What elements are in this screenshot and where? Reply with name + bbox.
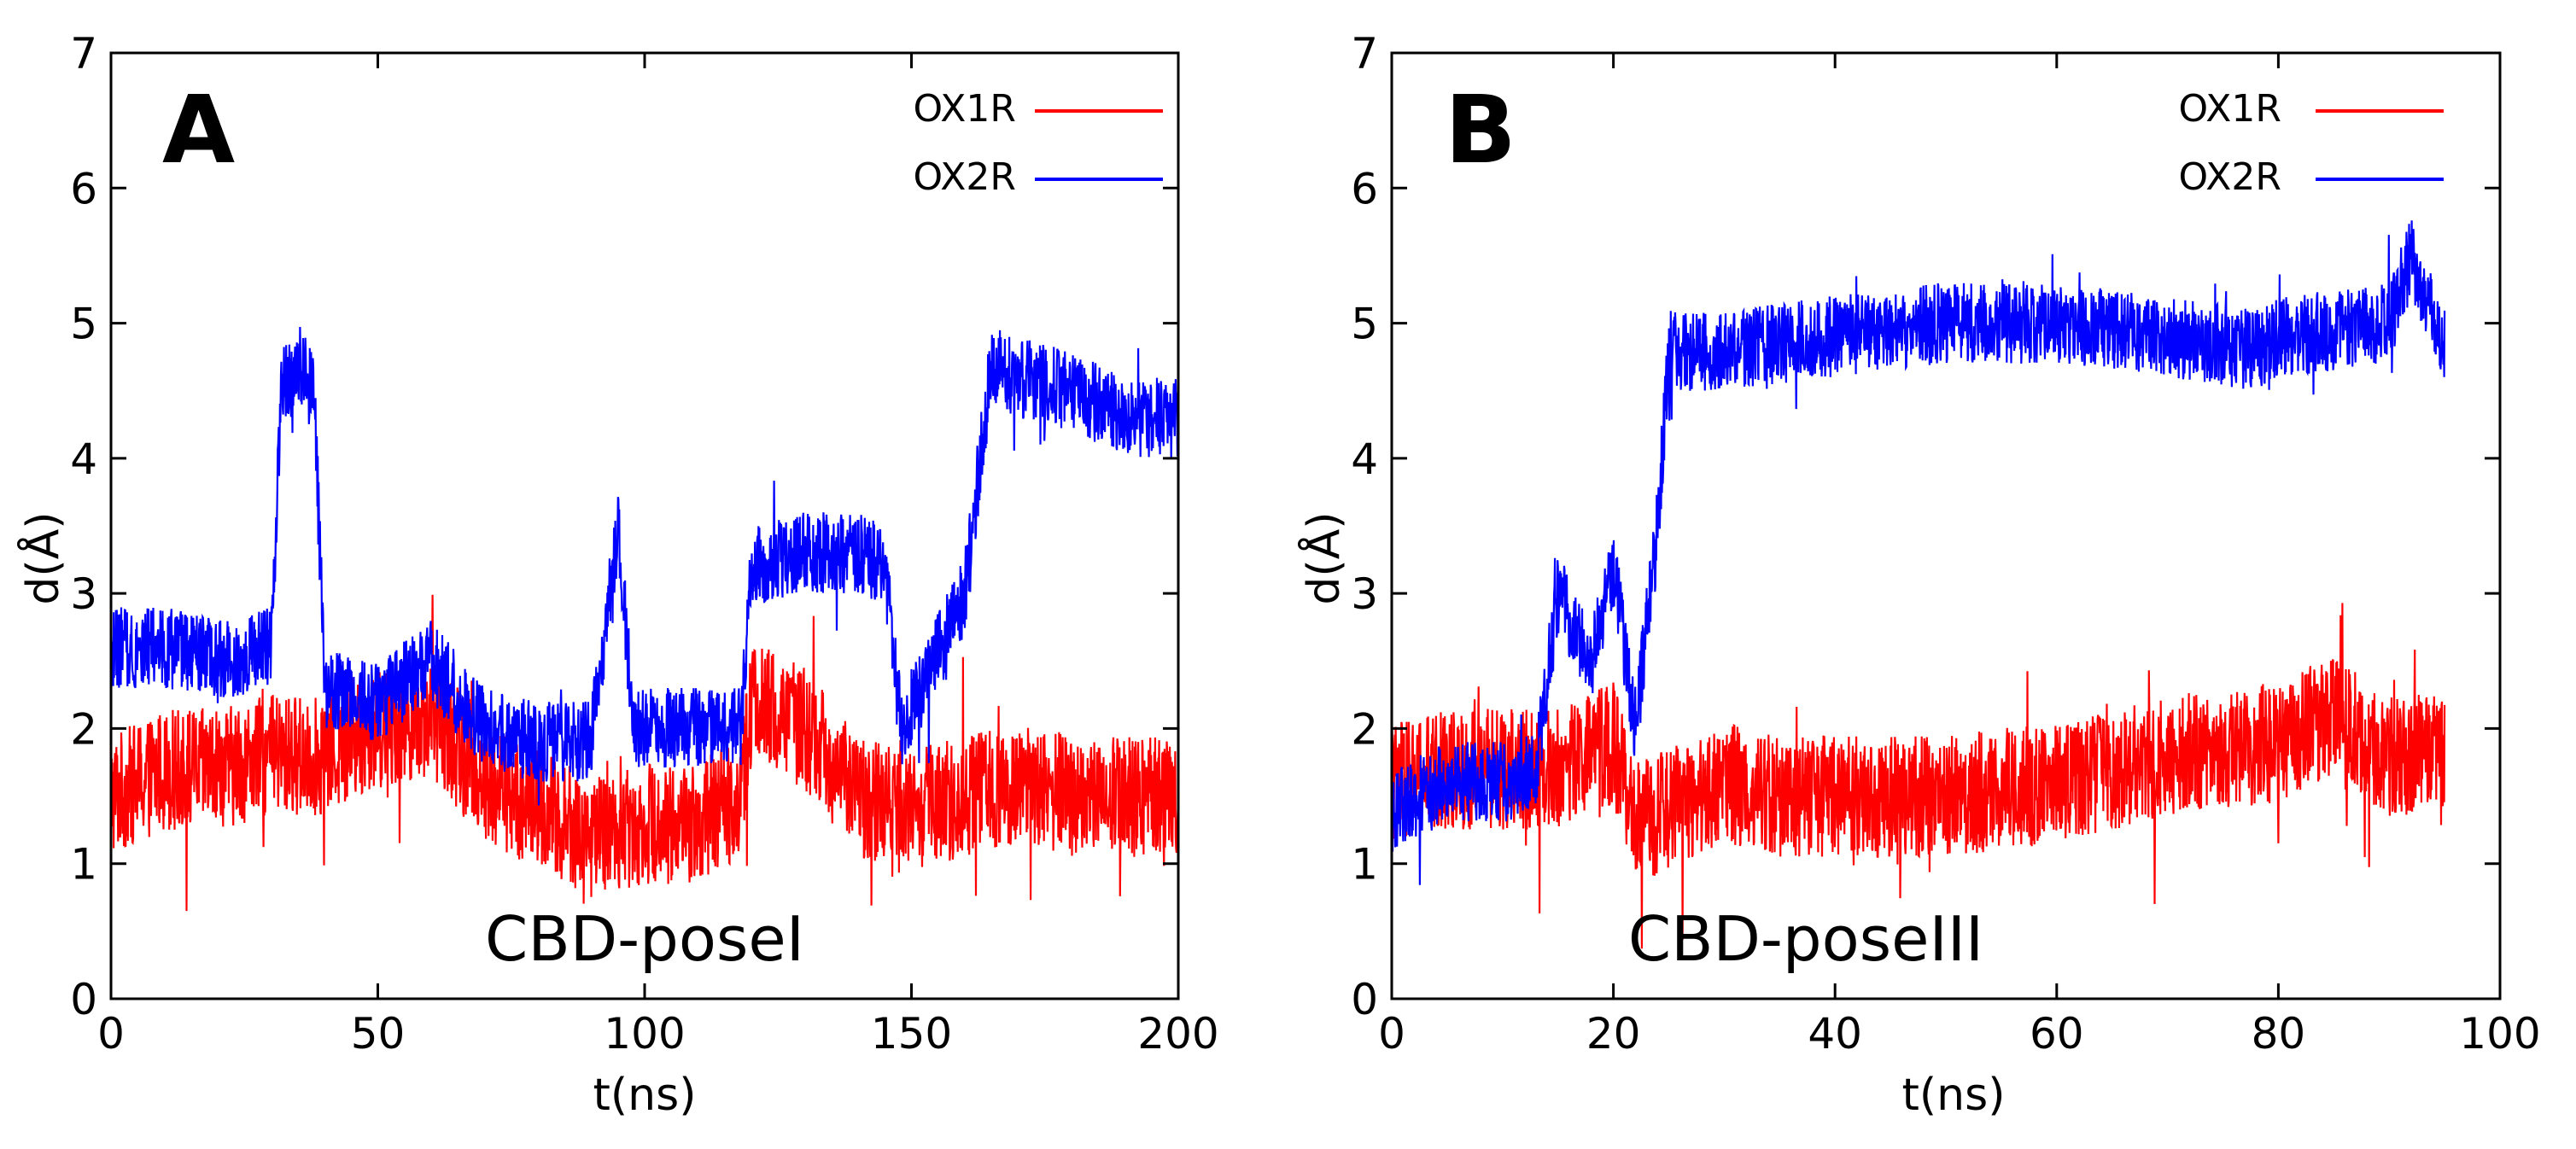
panel-b-series-ox1r-line [1392, 603, 2446, 949]
panel-a-x-tick-label: 100 [604, 1009, 685, 1059]
panel-a-x-tick-label: 50 [351, 1009, 406, 1059]
panel-a-y-tick-label: 6 [70, 164, 97, 213]
panel-a-y-tick-label: 0 [70, 975, 97, 1024]
panel-a-y-tick-label: 3 [70, 569, 97, 619]
panel-a-legend-ox1r-label: OX1R [913, 87, 1016, 131]
panel-b-legend-ox1r-label: OX1R [2178, 87, 2281, 131]
panel-b-legend: OX1R OX2R [2178, 87, 2444, 199]
panel-b-y-tick-label: 5 [1351, 300, 1378, 349]
panel-a: t(ns) d(Å) 0 50 100 150 200 0 1 2 3 4 5 6 7 A CBD-pose… [16, 29, 1219, 1121]
panel-a-annotation: CBD-poseI [485, 903, 804, 975]
panel-b-y-tick-label: 4 [1351, 435, 1378, 484]
panel-b-y-tick-label: 3 [1351, 569, 1378, 619]
panel-a-y-tick-label: 4 [70, 435, 97, 484]
panel-b: t(ns) d(Å) 0 20 40 60 80 100 0 1 2 3 4 5 6 7 B CBD-pose… [1297, 29, 2541, 1121]
panel-b-legend-ox2r-label: OX2R [2178, 155, 2281, 199]
panel-b-y-axis-label: d(Å) [1297, 511, 1350, 604]
panel-b-x-tick-label: 20 [1586, 1009, 1641, 1059]
panel-a-letter: A [162, 75, 235, 184]
panel-b-y-tick-label: 0 [1351, 975, 1378, 1024]
panel-a-y-tick-label: 2 [70, 704, 97, 754]
panel-b-letter: B [1445, 75, 1516, 184]
panel-a-y-tick-label: 5 [70, 300, 97, 349]
panel-a-x-tick-label: 150 [871, 1009, 952, 1059]
panel-b-plot-frame [1390, 51, 2502, 1000]
panel-a-series-ox1r-line [111, 594, 1178, 912]
panel-b-x-tick-label: 0 [1378, 1009, 1405, 1059]
panel-b-y-tick-label: 6 [1351, 164, 1378, 213]
panel-b-y-tick-label: 1 [1351, 840, 1378, 889]
panel-a-x-axis-label: t(ns) [593, 1070, 696, 1121]
panel-a-y-tick-label: 7 [70, 29, 97, 79]
panel-b-x-axis-label: t(ns) [1901, 1070, 2005, 1121]
panel-b-y-tick-label: 7 [1351, 29, 1378, 79]
panel-a-y-tick-label: 1 [70, 840, 97, 889]
panel-b-annotation: CBD-poseIII [1628, 903, 1983, 975]
panel-b-x-tick-label: 40 [1808, 1009, 1862, 1059]
panel-a-x-tick-label: 200 [1137, 1009, 1218, 1059]
panel-a-y-axis-label: d(Å) [16, 511, 69, 604]
panel-a-legend-ox2r-label: OX2R [913, 155, 1016, 199]
panel-a-series-ox2r-line [111, 326, 1178, 806]
panel-b-x-tick-label: 80 [2252, 1009, 2306, 1059]
panel-a-legend: OX1R OX2R [913, 87, 1163, 199]
panel-b-x-tick-label: 100 [2459, 1009, 2540, 1059]
panel-b-series-ox2r-line [1392, 220, 2446, 885]
panel-b-y-tick-label: 2 [1351, 704, 1378, 754]
panel-b-x-tick-label: 60 [2030, 1009, 2084, 1059]
panel-a-x-tick-label: 0 [97, 1009, 125, 1059]
